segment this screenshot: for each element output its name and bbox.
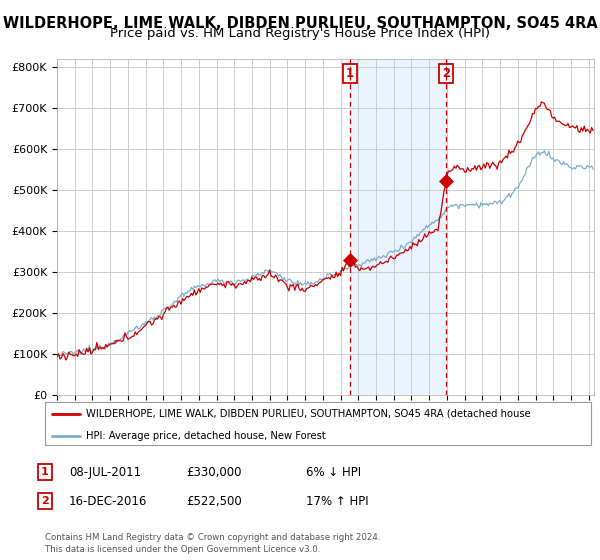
Text: 1: 1 (41, 467, 49, 477)
Text: 6% ↓ HPI: 6% ↓ HPI (306, 465, 361, 479)
Bar (350, 59, 446, 395)
Text: £330,000: £330,000 (186, 465, 241, 479)
Text: Price paid vs. HM Land Registry's House Price Index (HPI): Price paid vs. HM Land Registry's House … (110, 27, 490, 40)
Text: Contains HM Land Registry data © Crown copyright and database right 2024.
This d: Contains HM Land Registry data © Crown c… (45, 533, 380, 554)
Text: WILDERHOPE, LIME WALK, DIBDEN PURLIEU, SOUTHAMPTON, SO45 4RA (detached house: WILDERHOPE, LIME WALK, DIBDEN PURLIEU, S… (86, 409, 531, 419)
Text: 08-JUL-2011: 08-JUL-2011 (69, 465, 141, 479)
Text: 16-DEC-2016: 16-DEC-2016 (69, 494, 148, 508)
Text: 17% ↑ HPI: 17% ↑ HPI (306, 494, 368, 508)
Text: £522,500: £522,500 (186, 494, 242, 508)
Text: 2: 2 (442, 67, 451, 81)
Text: 2: 2 (41, 496, 49, 506)
Text: HPI: Average price, detached house, New Forest: HPI: Average price, detached house, New … (86, 431, 326, 441)
Text: WILDERHOPE, LIME WALK, DIBDEN PURLIEU, SOUTHAMPTON, SO45 4RA: WILDERHOPE, LIME WALK, DIBDEN PURLIEU, S… (2, 16, 598, 31)
Text: 1: 1 (346, 67, 354, 81)
FancyBboxPatch shape (45, 402, 591, 445)
